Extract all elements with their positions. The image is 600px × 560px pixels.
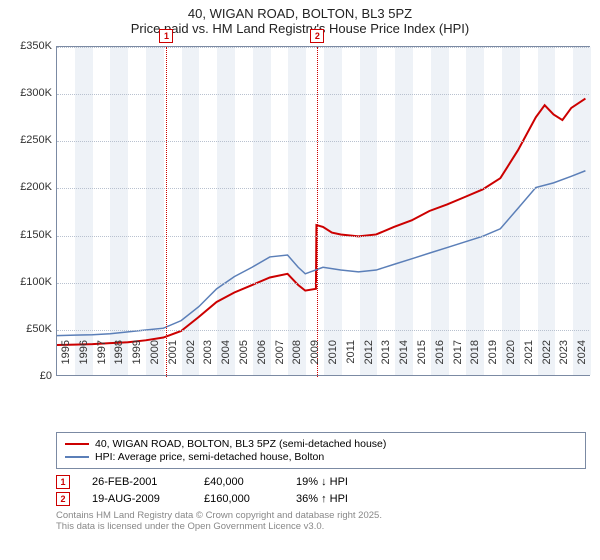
transaction-row: 1 26-FEB-2001 £40,000 19% ↓ HPI [56, 475, 586, 489]
footer-line-1: Contains HM Land Registry data © Crown c… [56, 510, 586, 521]
x-axis-label: 1999 [131, 340, 143, 380]
x-axis-label: 2010 [327, 340, 339, 380]
footer: Contains HM Land Registry data © Crown c… [56, 510, 586, 532]
x-axis-label: 2016 [434, 340, 446, 380]
x-axis-label: 2009 [309, 340, 321, 380]
y-axis-label: £100K [20, 276, 52, 288]
transaction-marker: 1 [56, 475, 70, 489]
y-axis-label: £250K [20, 134, 52, 146]
legend-label: 40, WIGAN ROAD, BOLTON, BL3 5PZ (semi-de… [95, 438, 386, 450]
x-axis-label: 2020 [505, 340, 517, 380]
plot-area: 12 [56, 46, 590, 376]
y-axis-label: £300K [20, 87, 52, 99]
legend-item: HPI: Average price, semi-detached house,… [65, 451, 577, 463]
x-axis-label: 2003 [202, 340, 214, 380]
legend-label: HPI: Average price, semi-detached house,… [95, 451, 324, 463]
x-axis-label: 2011 [345, 340, 357, 380]
transaction-delta: 36% ↑ HPI [296, 493, 348, 505]
x-axis-label: 2000 [149, 340, 161, 380]
transaction-marker: 2 [56, 492, 70, 506]
x-axis-label: 1995 [60, 340, 72, 380]
legend-swatch [65, 443, 89, 445]
y-axis-label: £0 [40, 370, 52, 382]
legend: 40, WIGAN ROAD, BOLTON, BL3 5PZ (semi-de… [56, 432, 586, 469]
chart-lines [57, 47, 589, 375]
x-axis-label: 2008 [291, 340, 303, 380]
x-axis-label: 2023 [558, 340, 570, 380]
x-axis-label: 2017 [452, 340, 464, 380]
footer-line-2: This data is licensed under the Open Gov… [56, 521, 586, 532]
x-axis-label: 2001 [167, 340, 179, 380]
x-axis-label: 2015 [416, 340, 428, 380]
legend-item: 40, WIGAN ROAD, BOLTON, BL3 5PZ (semi-de… [65, 438, 577, 450]
x-axis-label: 2018 [469, 340, 481, 380]
chart: 12 £0 £50K £100K £150K £200K £250K £300K £350K 1… [0, 38, 600, 428]
y-axis-label: £150K [20, 229, 52, 241]
transaction-price: £160,000 [204, 493, 274, 505]
title-line-2: Price paid vs. HM Land Registry's House … [0, 21, 600, 36]
x-axis-label: 2012 [363, 340, 375, 380]
x-axis-label: 2021 [523, 340, 535, 380]
x-axis-label: 1996 [78, 340, 90, 380]
y-axis-label: £350K [20, 40, 52, 52]
x-axis-label: 2013 [380, 340, 392, 380]
x-axis-label: 2014 [398, 340, 410, 380]
legend-swatch [65, 456, 89, 458]
x-axis-label: 2024 [576, 340, 588, 380]
transaction-date: 26-FEB-2001 [92, 476, 182, 488]
x-axis-label: 2002 [185, 340, 197, 380]
transaction-row: 2 19-AUG-2009 £160,000 36% ↑ HPI [56, 492, 586, 506]
title-line-1: 40, WIGAN ROAD, BOLTON, BL3 5PZ [0, 6, 600, 21]
transaction-price: £40,000 [204, 476, 274, 488]
x-axis-label: 2006 [256, 340, 268, 380]
transaction-delta: 19% ↓ HPI [296, 476, 348, 488]
x-axis-label: 2004 [220, 340, 232, 380]
x-axis-label: 1998 [113, 340, 125, 380]
x-axis-label: 2022 [541, 340, 553, 380]
y-axis-label: £50K [26, 323, 52, 335]
chart-marker: 2 [310, 29, 324, 43]
x-axis-label: 2005 [238, 340, 250, 380]
x-axis-label: 2019 [487, 340, 499, 380]
title-block: 40, WIGAN ROAD, BOLTON, BL3 5PZ Price pa… [0, 0, 600, 38]
y-axis-label: £200K [20, 181, 52, 193]
x-axis-label: 1997 [96, 340, 108, 380]
x-axis-label: 2007 [274, 340, 286, 380]
chart-marker: 1 [159, 29, 173, 43]
transactions-table: 1 26-FEB-2001 £40,000 19% ↓ HPI 2 19-AUG… [56, 475, 586, 506]
transaction-date: 19-AUG-2009 [92, 493, 182, 505]
